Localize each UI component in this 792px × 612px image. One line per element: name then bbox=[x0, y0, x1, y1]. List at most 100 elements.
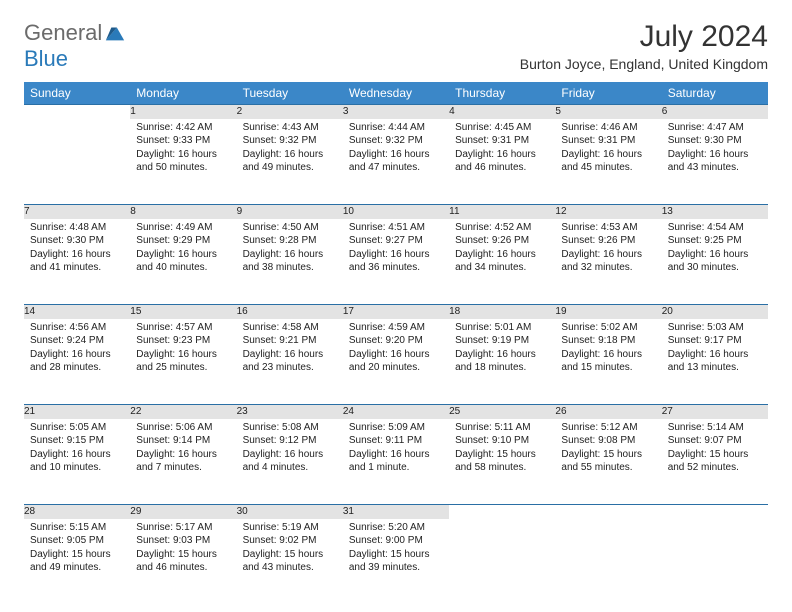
day-cell-content: Sunrise: 5:12 AMSunset: 9:08 PMDaylight:… bbox=[555, 419, 661, 481]
sunrise-text: Sunrise: 4:42 AM bbox=[136, 121, 230, 135]
daylight-text: Daylight: 16 hours and 15 minutes. bbox=[561, 348, 655, 375]
sunrise-text: Sunrise: 5:19 AM bbox=[243, 521, 337, 535]
sunset-text: Sunset: 9:30 PM bbox=[668, 134, 762, 148]
day-cell-content: Sunrise: 4:53 AMSunset: 9:26 PMDaylight:… bbox=[555, 219, 661, 281]
day-number: 11 bbox=[449, 205, 555, 219]
sunrise-text: Sunrise: 4:46 AM bbox=[561, 121, 655, 135]
day-number: 25 bbox=[449, 405, 555, 419]
day-cell: Sunrise: 4:50 AMSunset: 9:28 PMDaylight:… bbox=[237, 219, 343, 305]
day-cell: Sunrise: 4:46 AMSunset: 9:31 PMDaylight:… bbox=[555, 119, 661, 205]
day-number bbox=[24, 105, 130, 119]
day-cell-content: Sunrise: 4:54 AMSunset: 9:25 PMDaylight:… bbox=[662, 219, 768, 281]
daylight-text: Daylight: 15 hours and 49 minutes. bbox=[30, 548, 124, 575]
day-number: 4 bbox=[449, 105, 555, 119]
sunrise-text: Sunrise: 4:45 AM bbox=[455, 121, 549, 135]
sunset-text: Sunset: 9:15 PM bbox=[30, 434, 124, 448]
day-cell: Sunrise: 5:20 AMSunset: 9:00 PMDaylight:… bbox=[343, 519, 449, 605]
day-cell: Sunrise: 4:54 AMSunset: 9:25 PMDaylight:… bbox=[662, 219, 768, 305]
day-cell-content: Sunrise: 5:14 AMSunset: 9:07 PMDaylight:… bbox=[662, 419, 768, 481]
day-number: 7 bbox=[24, 205, 130, 219]
day-number: 30 bbox=[237, 505, 343, 519]
day-number: 20 bbox=[662, 305, 768, 319]
sunset-text: Sunset: 9:12 PM bbox=[243, 434, 337, 448]
day-cell: Sunrise: 4:51 AMSunset: 9:27 PMDaylight:… bbox=[343, 219, 449, 305]
day-number: 8 bbox=[130, 205, 236, 219]
sunrise-text: Sunrise: 4:49 AM bbox=[136, 221, 230, 235]
sunset-text: Sunset: 9:05 PM bbox=[30, 534, 124, 548]
sunrise-text: Sunrise: 4:53 AM bbox=[561, 221, 655, 235]
daylight-text: Daylight: 15 hours and 55 minutes. bbox=[561, 448, 655, 475]
day-cell-content: Sunrise: 4:56 AMSunset: 9:24 PMDaylight:… bbox=[24, 319, 130, 381]
day-cell-content: Sunrise: 4:46 AMSunset: 9:31 PMDaylight:… bbox=[555, 119, 661, 181]
day-cell-content: Sunrise: 5:17 AMSunset: 9:03 PMDaylight:… bbox=[130, 519, 236, 581]
day-cell-content: Sunrise: 4:45 AMSunset: 9:31 PMDaylight:… bbox=[449, 119, 555, 181]
day-cell-content: Sunrise: 4:43 AMSunset: 9:32 PMDaylight:… bbox=[237, 119, 343, 181]
sunset-text: Sunset: 9:29 PM bbox=[136, 234, 230, 248]
sunrise-text: Sunrise: 4:43 AM bbox=[243, 121, 337, 135]
content-row: Sunrise: 4:56 AMSunset: 9:24 PMDaylight:… bbox=[24, 319, 768, 405]
day-number: 12 bbox=[555, 205, 661, 219]
day-cell-content: Sunrise: 5:01 AMSunset: 9:19 PMDaylight:… bbox=[449, 319, 555, 381]
day-cell bbox=[449, 519, 555, 605]
sunrise-text: Sunrise: 5:01 AM bbox=[455, 321, 549, 335]
day-cell: Sunrise: 5:15 AMSunset: 9:05 PMDaylight:… bbox=[24, 519, 130, 605]
day-cell-content: Sunrise: 4:57 AMSunset: 9:23 PMDaylight:… bbox=[130, 319, 236, 381]
sunrise-text: Sunrise: 4:51 AM bbox=[349, 221, 443, 235]
day-header: Friday bbox=[555, 82, 661, 105]
day-cell-content: Sunrise: 5:09 AMSunset: 9:11 PMDaylight:… bbox=[343, 419, 449, 481]
page-header: General July 2024 Burton Joyce, England,… bbox=[24, 20, 768, 72]
daylight-text: Daylight: 16 hours and 13 minutes. bbox=[668, 348, 762, 375]
daylight-text: Daylight: 16 hours and 10 minutes. bbox=[30, 448, 124, 475]
sunrise-text: Sunrise: 4:54 AM bbox=[668, 221, 762, 235]
day-number: 16 bbox=[237, 305, 343, 319]
sunrise-text: Sunrise: 4:59 AM bbox=[349, 321, 443, 335]
day-cell: Sunrise: 4:45 AMSunset: 9:31 PMDaylight:… bbox=[449, 119, 555, 205]
daylight-text: Daylight: 16 hours and 28 minutes. bbox=[30, 348, 124, 375]
calendar-head: SundayMondayTuesdayWednesdayThursdayFrid… bbox=[24, 82, 768, 105]
day-cell: Sunrise: 5:09 AMSunset: 9:11 PMDaylight:… bbox=[343, 419, 449, 505]
day-number: 6 bbox=[662, 105, 768, 119]
logo-text-blue: Blue bbox=[24, 46, 68, 71]
daynum-row: 123456 bbox=[24, 105, 768, 119]
day-cell-content: Sunrise: 5:06 AMSunset: 9:14 PMDaylight:… bbox=[130, 419, 236, 481]
day-cell: Sunrise: 5:12 AMSunset: 9:08 PMDaylight:… bbox=[555, 419, 661, 505]
sunset-text: Sunset: 9:27 PM bbox=[349, 234, 443, 248]
logo: General bbox=[24, 20, 128, 46]
calendar-table: SundayMondayTuesdayWednesdayThursdayFrid… bbox=[24, 82, 768, 605]
daynum-row: 14151617181920 bbox=[24, 305, 768, 319]
sunrise-text: Sunrise: 4:50 AM bbox=[243, 221, 337, 235]
day-cell bbox=[662, 519, 768, 605]
sunrise-text: Sunrise: 5:06 AM bbox=[136, 421, 230, 435]
sunset-text: Sunset: 9:32 PM bbox=[243, 134, 337, 148]
sunset-text: Sunset: 9:03 PM bbox=[136, 534, 230, 548]
day-cell: Sunrise: 4:59 AMSunset: 9:20 PMDaylight:… bbox=[343, 319, 449, 405]
day-number: 22 bbox=[130, 405, 236, 419]
day-number bbox=[555, 505, 661, 519]
day-cell: Sunrise: 4:49 AMSunset: 9:29 PMDaylight:… bbox=[130, 219, 236, 305]
day-cell-content: Sunrise: 5:15 AMSunset: 9:05 PMDaylight:… bbox=[24, 519, 130, 581]
sunrise-text: Sunrise: 4:57 AM bbox=[136, 321, 230, 335]
day-cell: Sunrise: 4:57 AMSunset: 9:23 PMDaylight:… bbox=[130, 319, 236, 405]
sunset-text: Sunset: 9:21 PM bbox=[243, 334, 337, 348]
sunset-text: Sunset: 9:24 PM bbox=[30, 334, 124, 348]
day-cell: Sunrise: 5:02 AMSunset: 9:18 PMDaylight:… bbox=[555, 319, 661, 405]
sunrise-text: Sunrise: 4:56 AM bbox=[30, 321, 124, 335]
day-number: 1 bbox=[130, 105, 236, 119]
day-cell-content: Sunrise: 5:19 AMSunset: 9:02 PMDaylight:… bbox=[237, 519, 343, 581]
day-cell: Sunrise: 4:53 AMSunset: 9:26 PMDaylight:… bbox=[555, 219, 661, 305]
day-cell-content: Sunrise: 5:03 AMSunset: 9:17 PMDaylight:… bbox=[662, 319, 768, 381]
day-cell-content: Sunrise: 5:02 AMSunset: 9:18 PMDaylight:… bbox=[555, 319, 661, 381]
day-cell: Sunrise: 4:47 AMSunset: 9:30 PMDaylight:… bbox=[662, 119, 768, 205]
day-cell: Sunrise: 4:58 AMSunset: 9:21 PMDaylight:… bbox=[237, 319, 343, 405]
day-cell: Sunrise: 5:03 AMSunset: 9:17 PMDaylight:… bbox=[662, 319, 768, 405]
sunrise-text: Sunrise: 5:08 AM bbox=[243, 421, 337, 435]
day-cell-content: Sunrise: 4:59 AMSunset: 9:20 PMDaylight:… bbox=[343, 319, 449, 381]
day-cell: Sunrise: 5:08 AMSunset: 9:12 PMDaylight:… bbox=[237, 419, 343, 505]
daylight-text: Daylight: 16 hours and 1 minute. bbox=[349, 448, 443, 475]
day-cell bbox=[24, 119, 130, 205]
sunset-text: Sunset: 9:20 PM bbox=[349, 334, 443, 348]
sunset-text: Sunset: 9:23 PM bbox=[136, 334, 230, 348]
sunrise-text: Sunrise: 5:11 AM bbox=[455, 421, 549, 435]
daylight-text: Daylight: 15 hours and 43 minutes. bbox=[243, 548, 337, 575]
daylight-text: Daylight: 16 hours and 47 minutes. bbox=[349, 148, 443, 175]
